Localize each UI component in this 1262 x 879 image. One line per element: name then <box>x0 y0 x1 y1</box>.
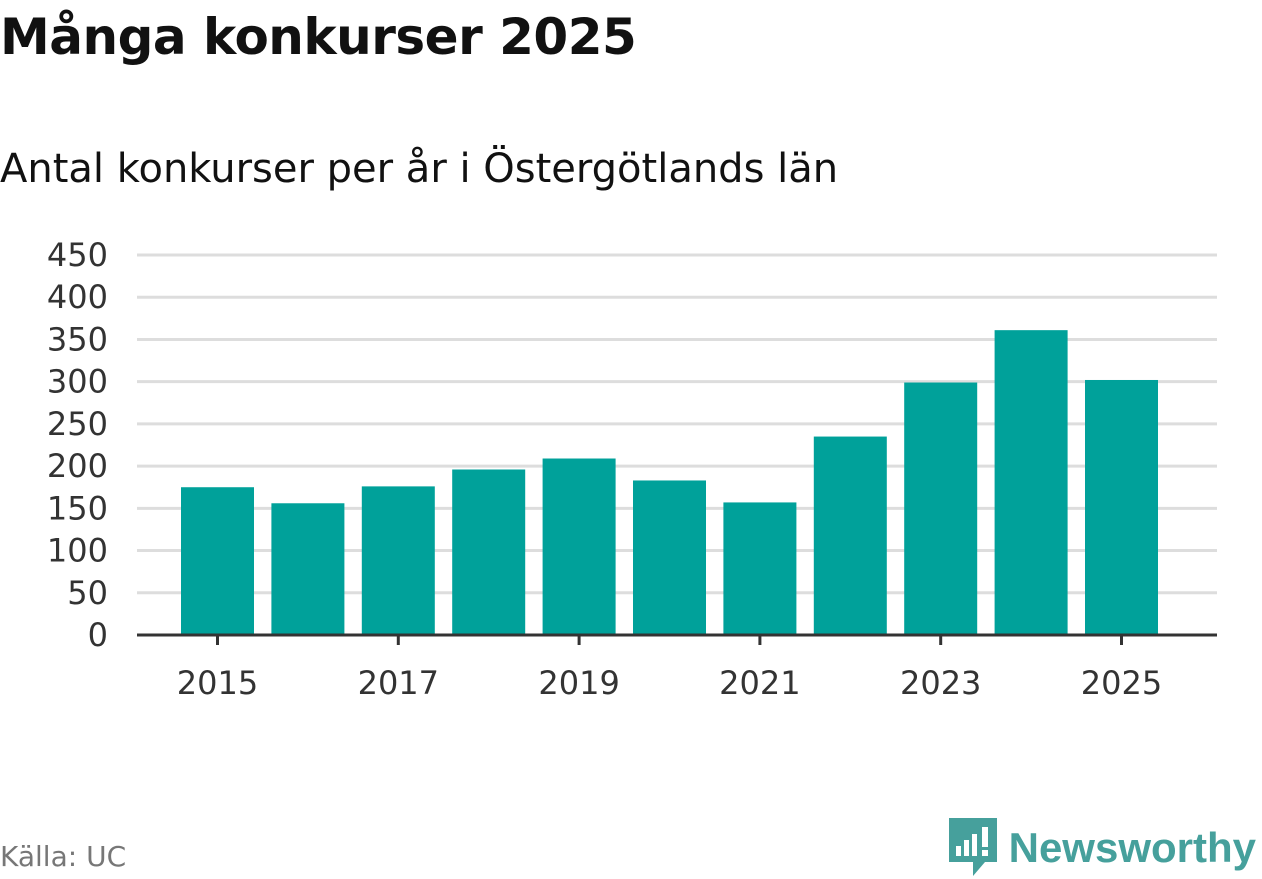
bar-2018 <box>452 469 526 635</box>
brand-logo: Newsworthy <box>948 818 1256 878</box>
x-tick-label: 2015 <box>177 664 258 702</box>
x-tick-label: 2023 <box>900 664 981 702</box>
bar-2024 <box>994 330 1068 635</box>
y-tick-label: 200 <box>47 447 108 485</box>
y-tick-label: 300 <box>47 363 108 401</box>
brand-name: Newsworthy <box>1008 824 1256 871</box>
newsworthy-logo-icon <box>948 818 997 876</box>
bar-2023 <box>904 382 978 635</box>
y-tick-label: 450 <box>47 236 108 274</box>
x-tick-label: 2019 <box>538 664 619 702</box>
bars <box>181 330 1158 635</box>
y-tick-label: 150 <box>47 489 108 527</box>
bar-2019 <box>542 458 616 635</box>
x-tick-label: 2025 <box>1081 664 1162 702</box>
bar-2022 <box>813 436 887 635</box>
bar-2020 <box>633 480 706 635</box>
chart-title: Många konkurser 2025 <box>0 8 637 66</box>
bar-2016 <box>271 503 345 635</box>
x-tick-label: 2017 <box>358 664 439 702</box>
bar-2017 <box>361 486 435 635</box>
bar-2015 <box>181 487 254 635</box>
y-tick-label: 100 <box>47 532 108 570</box>
x-tick-label: 2021 <box>719 664 800 702</box>
y-tick-label: 250 <box>47 405 108 443</box>
source-note: Källa: UC <box>0 840 127 873</box>
y-tick-label: 50 <box>67 574 108 612</box>
y-tick-label: 400 <box>47 278 108 316</box>
bar-2025 <box>1085 379 1158 635</box>
bar-2021 <box>723 502 797 635</box>
y-tick-label: 350 <box>47 320 108 358</box>
chart-subtitle: Antal konkurser per år i Östergötlands l… <box>0 146 839 192</box>
y-tick-label: 0 <box>88 616 108 654</box>
x-axis-ticks: 2015 2017 2019 2021 2023 2025 <box>177 635 1162 702</box>
y-axis-ticks: 0 50 100 150 200 250 300 350 400 450 <box>47 236 108 654</box>
